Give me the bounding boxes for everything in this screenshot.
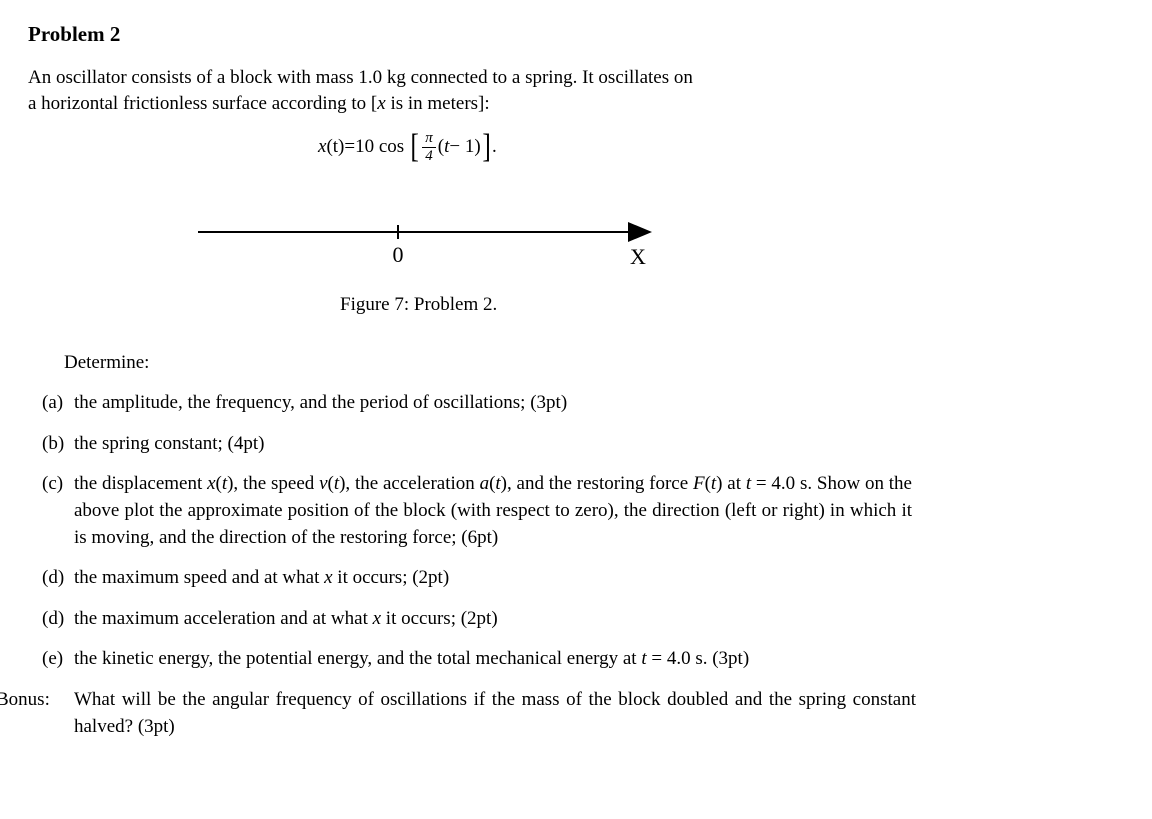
problem-part: (e)the kinetic energy, the potential ene… bbox=[42, 646, 912, 673]
problem-part: (d)the maximum acceleration and at what … bbox=[42, 606, 912, 633]
intro-var-x: x bbox=[377, 93, 385, 114]
part-label: (b) bbox=[42, 431, 74, 458]
determine-label: Determine: bbox=[64, 352, 1124, 374]
part-text: the maximum acceleration and at what x i… bbox=[74, 606, 912, 633]
intro-line2-b: is in meters]: bbox=[386, 93, 490, 114]
eq-frac-num: π bbox=[422, 131, 436, 148]
problem-parts-list: (a)the amplitude, the frequency, and the… bbox=[42, 390, 912, 673]
axis-x-label: X bbox=[630, 244, 646, 269]
bonus-text: What will be the angular frequency of os… bbox=[74, 687, 916, 740]
part-text: the kinetic energy, the potential energy… bbox=[74, 646, 912, 673]
problem-part: (d)the maximum speed and at what x it oc… bbox=[42, 565, 912, 592]
figure-caption: Figure 7: Problem 2. bbox=[28, 294, 1124, 316]
problem-title: Problem 2 bbox=[28, 22, 1124, 47]
intro-line1: An oscillator consists of a block with m… bbox=[28, 67, 693, 88]
eq-trail: . bbox=[492, 136, 497, 158]
bonus-label: Bonus: bbox=[0, 687, 74, 740]
part-text: the spring constant; (4pt) bbox=[74, 431, 912, 458]
part-text: the maximum speed and at what x it occur… bbox=[74, 565, 912, 592]
eq-lhs-arg: (t) bbox=[326, 136, 344, 158]
eq-rbracket: ] bbox=[482, 130, 490, 164]
eq-fraction: π 4 bbox=[422, 131, 436, 164]
intro-line2-a: a horizontal frictionless surface accord… bbox=[28, 93, 377, 114]
problem-part: (c)the displacement x(t), the speed v(t)… bbox=[42, 471, 912, 551]
problem-part: (b)the spring constant; (4pt) bbox=[42, 431, 912, 458]
part-label: (d) bbox=[42, 565, 74, 592]
part-label: (a) bbox=[42, 390, 74, 417]
axis-zero-label: 0 bbox=[393, 242, 404, 267]
figure-axis-svg: 0 X bbox=[198, 212, 678, 272]
problem-intro: An oscillator consists of a block with m… bbox=[28, 65, 878, 116]
eq-frac-den: 4 bbox=[422, 148, 436, 164]
part-label: (c) bbox=[42, 471, 74, 551]
eq-inside-b: − 1) bbox=[449, 136, 480, 158]
bonus-row: Bonus: What will be the angular frequenc… bbox=[0, 687, 916, 740]
eq-lhs-var: x bbox=[318, 136, 326, 158]
eq-coef: 10 cos bbox=[355, 136, 404, 158]
problem-part: (a)the amplitude, the frequency, and the… bbox=[42, 390, 912, 417]
part-label: (d) bbox=[42, 606, 74, 633]
part-label: (e) bbox=[42, 646, 74, 673]
equation: x(t) = 10 cos [ π 4 (t − 1) ] . bbox=[28, 130, 1124, 164]
eq-lbracket: [ bbox=[410, 130, 418, 164]
part-text: the amplitude, the frequency, and the pe… bbox=[74, 390, 912, 417]
part-text: the displacement x(t), the speed v(t), t… bbox=[74, 471, 912, 551]
eq-equals: = bbox=[344, 136, 355, 158]
figure: 0 X Figure 7: Problem 2. bbox=[28, 212, 1124, 316]
